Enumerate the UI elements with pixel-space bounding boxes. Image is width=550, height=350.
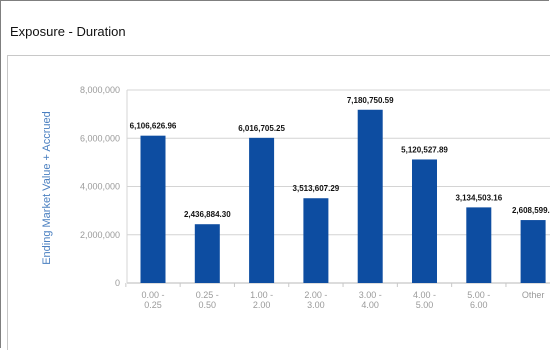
bar bbox=[249, 137, 275, 283]
bar bbox=[412, 159, 437, 283]
chart-panel bbox=[7, 55, 550, 350]
labels: 0 2,000,000 4,000,000 6,000,000 8,000,000 End… bbox=[41, 85, 550, 310]
x-tick-label: 2.00 - bbox=[304, 290, 327, 300]
bar bbox=[140, 135, 166, 283]
bar-value-label: 5,120,527.89 bbox=[401, 145, 448, 154]
x-tick-label: 0.00 - bbox=[141, 290, 164, 300]
bar bbox=[520, 220, 546, 283]
bar-value-label: 2,436,884.30 bbox=[184, 210, 231, 219]
x-tick-label: 6.00 bbox=[470, 300, 488, 310]
bars bbox=[140, 109, 546, 283]
x-tick-label: 5.00 bbox=[416, 300, 434, 310]
y-axis-title: Ending Market Value + Accrued bbox=[41, 111, 53, 265]
x-tick-label: 3.00 - bbox=[359, 290, 382, 300]
x-tick-label: 2.00 bbox=[253, 300, 271, 310]
y-tick-label: 4,000,000 bbox=[80, 182, 120, 192]
x-tick-label: 0.25 bbox=[144, 300, 162, 310]
bar bbox=[194, 224, 220, 283]
x-tick-label: 0.25 - bbox=[196, 290, 219, 300]
x-tick-label: Other bbox=[522, 290, 545, 300]
bar-value-label: 3,513,607.29 bbox=[293, 184, 340, 193]
bar-value-label: 2,608,599.3 bbox=[512, 206, 550, 215]
x-tick-label: 0.50 bbox=[199, 300, 217, 310]
y-tick-label: 6,000,000 bbox=[80, 133, 120, 143]
bar-value-label: 6,106,626.96 bbox=[130, 122, 177, 131]
x-tick-label: 4.00 - bbox=[413, 290, 436, 300]
chart-title: Exposure - Duration bbox=[10, 24, 126, 39]
bar-value-label: 6,016,705.25 bbox=[238, 124, 285, 133]
axes bbox=[125, 90, 507, 287]
bar bbox=[303, 198, 329, 283]
x-tick-label: 1.00 - bbox=[250, 290, 273, 300]
x-tick-label: 3.00 bbox=[307, 300, 325, 310]
bar bbox=[357, 109, 383, 283]
x-tick-label: 4.00 bbox=[361, 300, 379, 310]
bar-value-label: 3,134,503.16 bbox=[455, 193, 502, 202]
y-tick-label: 0 bbox=[115, 278, 120, 288]
bar-value-label: 7,180,750.59 bbox=[347, 96, 394, 105]
bar bbox=[466, 207, 492, 283]
y-tick-label: 2,000,000 bbox=[80, 230, 120, 240]
y-tick-label: 8,000,000 bbox=[80, 85, 120, 95]
x-tick-label: 5.00 - bbox=[467, 290, 490, 300]
